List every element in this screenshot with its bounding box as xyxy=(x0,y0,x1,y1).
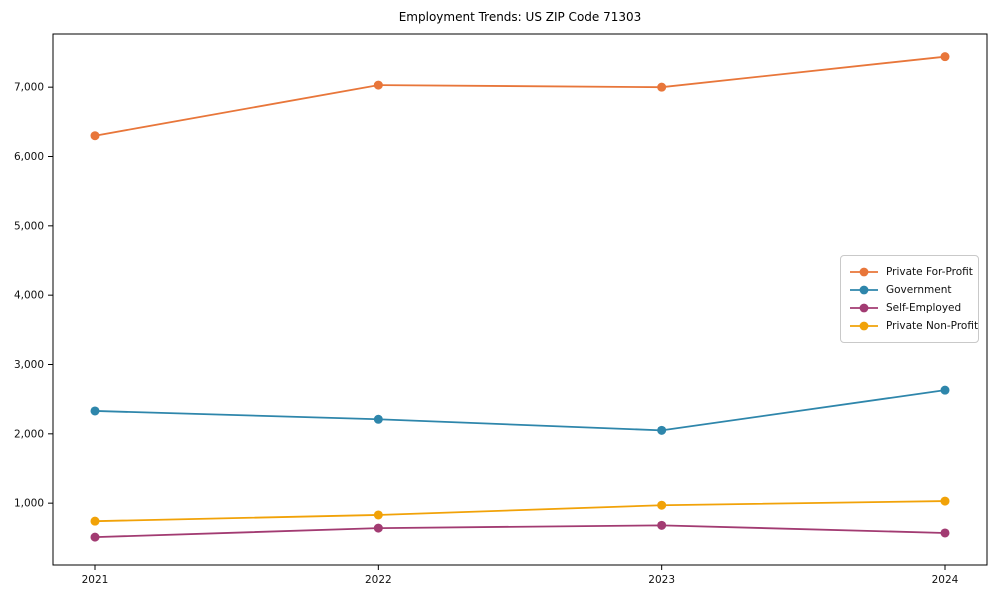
legend-item-private-non-profit: Private Non-Profit xyxy=(849,317,978,335)
legend-line-dot-icon xyxy=(850,267,878,277)
data-point-private-non-profit-2023 xyxy=(657,500,667,510)
chart-title: Employment Trends: US ZIP Code 71303 xyxy=(398,10,642,24)
legend-line-dot-icon xyxy=(850,285,878,295)
y-tick-label: 7,000 xyxy=(14,82,44,94)
y-tick-label: 5,000 xyxy=(14,220,44,232)
legend-label: Self-Employed xyxy=(886,302,962,314)
y-tick-label: 4,000 xyxy=(14,290,44,302)
plot-frame xyxy=(52,33,988,566)
data-point-self-employed-2022 xyxy=(373,523,383,533)
data-point-private-for-profit-2023 xyxy=(657,82,667,92)
data-point-government-2022 xyxy=(373,414,383,424)
x-tick-label: 2024 xyxy=(932,574,959,586)
x-tick-label: 2022 xyxy=(365,574,392,586)
legend-item-private-for-profit: Private For-Profit xyxy=(849,263,973,281)
line-series-government xyxy=(94,389,946,432)
data-point-private-non-profit-2021 xyxy=(90,516,100,526)
legend-label: Private For-Profit xyxy=(886,266,973,278)
legend-label: Private Non-Profit xyxy=(886,320,979,332)
y-tick-label: 1,000 xyxy=(14,498,44,510)
x-tick-label: 2023 xyxy=(648,574,675,586)
y-tick-label: 3,000 xyxy=(14,359,44,371)
legend-label: Government xyxy=(886,284,952,296)
data-point-government-2023 xyxy=(657,425,667,435)
data-point-private-non-profit-2024 xyxy=(940,496,950,506)
legend-item-self-employed: Self-Employed xyxy=(849,299,970,317)
data-point-self-employed-2023 xyxy=(657,520,667,530)
data-point-private-for-profit-2021 xyxy=(90,131,100,141)
data-point-self-employed-2021 xyxy=(90,532,100,542)
data-point-private-for-profit-2022 xyxy=(373,80,383,90)
line-series-private-non-profit xyxy=(94,500,946,523)
line-series-self-employed xyxy=(94,524,946,539)
data-point-private-for-profit-2024 xyxy=(940,52,950,62)
x-tick-label: 2021 xyxy=(82,574,109,586)
y-tick-label: 2,000 xyxy=(14,428,44,440)
legend-item-government: Government xyxy=(849,281,970,299)
legend-line-dot-icon xyxy=(850,303,878,313)
legend-line-dot-icon xyxy=(850,321,878,331)
data-point-self-employed-2024 xyxy=(940,528,950,538)
line-series-private-for-profit xyxy=(94,55,946,137)
legend: Private For-Profit Government Self-Emplo… xyxy=(840,255,979,343)
data-point-private-non-profit-2022 xyxy=(373,510,383,520)
y-tick-label: 6,000 xyxy=(14,151,44,163)
data-point-government-2021 xyxy=(90,406,100,416)
data-point-government-2024 xyxy=(940,385,950,395)
